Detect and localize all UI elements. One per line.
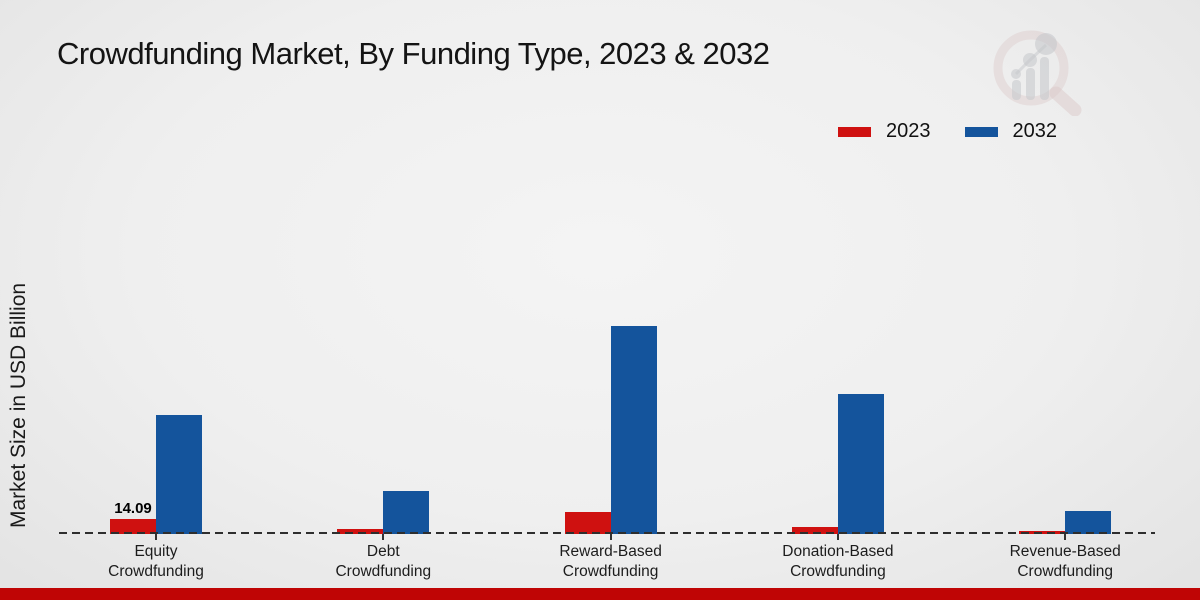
legend-item-2023: 2023 — [838, 120, 931, 143]
bar-2023-equity-crowdfunding — [110, 519, 156, 534]
x-axis-tick-donation-based-crowdfunding — [836, 534, 839, 540]
bar-2032-donation-based-crowdfunding — [837, 394, 884, 534]
category-label-equity-crowdfunding: Equity Crowdfunding — [108, 543, 204, 580]
legend-label-2023: 2023 — [886, 120, 931, 142]
legend-item-2032: 2032 — [964, 120, 1058, 143]
data-label-2023-equity-crowdfunding: 14.09 — [114, 500, 152, 517]
legend: 2023 2032 — [838, 120, 1057, 143]
x-axis-tick-equity-crowdfunding — [155, 534, 157, 540]
category-label-revenue-based-crowdfunding: Revenue-Based Crowdfunding — [1009, 543, 1121, 580]
x-axis-tick-revenue-based-crowdfunding — [1064, 534, 1067, 540]
bar-2032-equity-crowdfunding — [156, 414, 202, 534]
bar-2032-debt-crowdfunding — [383, 491, 430, 534]
bar-2023-debt-crowdfunding — [337, 528, 384, 534]
legend-swatch-2032 — [964, 126, 998, 137]
category-label-reward-based-crowdfunding: Reward-Based Crowdfunding — [559, 543, 662, 580]
legend-label-2032: 2032 — [1012, 120, 1058, 142]
chart-title: Crowdfunding Market, By Funding Type, 20… — [57, 36, 770, 71]
bar-2032-reward-based-crowdfunding — [610, 326, 657, 534]
bar-2023-reward-based-crowdfunding — [564, 512, 611, 534]
x-axis-tick-reward-based-crowdfunding — [609, 534, 612, 540]
legend-swatch-2023 — [838, 126, 871, 137]
bottom-brand-strip — [0, 588, 1200, 600]
category-label-donation-based-crowdfunding: Donation-Based Crowdfunding — [782, 543, 894, 580]
bar-2023-donation-based-crowdfunding — [791, 526, 838, 534]
x-axis-baseline — [59, 532, 1155, 534]
x-axis-tick-debt-crowdfunding — [382, 534, 385, 540]
mrfr-logo-watermark-icon — [993, 30, 1082, 116]
category-label-debt-crowdfunding: Debt Crowdfunding — [335, 543, 432, 580]
bar-2032-revenue-based-crowdfunding — [1065, 510, 1112, 534]
